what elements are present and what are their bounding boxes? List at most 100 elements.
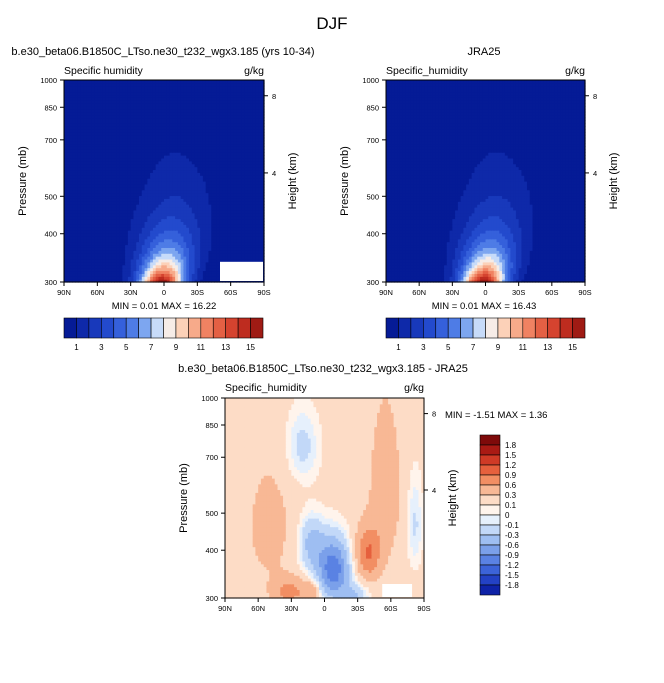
humidity-cell-model — [80, 206, 85, 211]
humidity-cell-model — [225, 155, 229, 159]
humidity-cell-model — [139, 253, 143, 257]
humidity-cell-model — [116, 212, 121, 217]
humidity-cell-model — [83, 264, 87, 269]
humidity-cell-model — [244, 82, 248, 87]
humidity-cell-model — [89, 140, 93, 145]
humidity-cell-model — [158, 241, 162, 246]
humidity-cell-model — [214, 273, 218, 277]
humidity-cell-model — [189, 155, 193, 159]
humidity-cell-model — [69, 166, 73, 171]
humidity-cell-model — [183, 160, 187, 165]
humidity-cell-model — [141, 143, 146, 147]
humidity-cell-model — [258, 253, 262, 257]
humidity-cell-model — [144, 201, 148, 205]
humidity-cell-model — [150, 253, 154, 257]
humidity-cell-model — [219, 152, 223, 156]
humidity-cell-model — [261, 204, 265, 208]
humidity-cell-model — [161, 129, 165, 133]
humidity-cell-model — [150, 97, 154, 101]
humidity-cell-model — [114, 160, 118, 165]
humidity-cell-model — [147, 114, 151, 119]
humidity-cell-model — [127, 261, 132, 266]
humidity-cell-model — [111, 244, 115, 248]
humidity-cell-model — [250, 178, 254, 182]
humidity-cell-model — [219, 189, 223, 194]
humidity-cell-model — [230, 204, 235, 208]
humidity-cell-model — [250, 250, 254, 254]
humidity-cell-model — [177, 94, 182, 98]
humidity-cell-model — [239, 195, 243, 199]
humidity-cell-model — [208, 230, 212, 234]
humidity-cell-model — [177, 157, 182, 162]
humidity-cell-model — [183, 140, 187, 145]
humidity-cell-model — [230, 120, 235, 124]
humidity-cell-model — [252, 224, 257, 228]
humidity-cell-model — [183, 206, 187, 211]
humidity-cell-model — [69, 186, 73, 191]
humidity-cell-model — [208, 215, 212, 220]
humidity-cell-model — [177, 232, 182, 237]
humidity-cell-model — [227, 189, 232, 194]
humidity-cell-model — [91, 256, 96, 260]
humidity-cell-model — [141, 261, 146, 266]
humidity-cell-model — [186, 235, 190, 240]
humidity-cell-model — [175, 117, 179, 121]
humidity-cell-model — [152, 85, 157, 90]
humidity-cell-model — [116, 105, 121, 110]
humidity-cell-model — [97, 105, 101, 110]
humidity-cell-model — [211, 250, 215, 254]
humidity-cell-model — [225, 123, 229, 127]
humidity-cell-model — [186, 183, 190, 188]
humidity-cell-model — [189, 163, 193, 168]
humidity-cell-model — [83, 172, 87, 176]
humidity-cell-model — [205, 215, 210, 220]
humidity-cell-model — [241, 129, 246, 133]
humidity-cell-model — [105, 137, 110, 142]
humidity-cell-model — [250, 163, 254, 168]
humidity-cell-model — [214, 201, 218, 205]
humidity-cell-model — [183, 149, 187, 153]
humidity-cell-model — [219, 85, 223, 90]
humidity-cell-model — [144, 123, 148, 127]
humidity-cell-model — [247, 123, 251, 127]
humidity-cell-model — [114, 140, 118, 145]
humidity-cell-model — [116, 267, 121, 272]
humidity-cell-model — [200, 267, 204, 272]
humidity-cell-model — [77, 273, 82, 277]
humidity-cell-model — [80, 169, 85, 173]
humidity-cell-model — [216, 114, 221, 119]
humidity-cell-model — [202, 227, 207, 231]
humidity-cell-model — [144, 192, 148, 197]
humidity-cell-model — [211, 218, 215, 222]
humidity-cell-model — [186, 137, 190, 142]
humidity-cell-model — [216, 169, 221, 173]
humidity-cell-model — [191, 178, 196, 182]
humidity-cell-model — [244, 117, 248, 121]
humidity-cell-model — [147, 232, 151, 237]
humidity-cell-model — [69, 198, 73, 202]
humidity-cell-model — [255, 195, 260, 199]
humidity-cell-model — [91, 209, 96, 214]
humidity-cell-model — [89, 198, 93, 202]
humidity-cell-model — [236, 186, 240, 191]
humidity-cell-model — [102, 250, 107, 254]
humidity-cell-model — [86, 123, 90, 127]
humidity-cell-model — [127, 155, 132, 159]
humidity-cell-model — [127, 146, 132, 150]
humidity-cell-model — [86, 111, 90, 116]
humidity-cell-model — [105, 166, 110, 171]
humidity-cell-model — [152, 230, 157, 234]
humidity-cell-model — [191, 209, 196, 214]
humidity-cell-model — [244, 227, 248, 231]
humidity-cell-model — [200, 209, 204, 214]
humidity-cell-model — [205, 256, 210, 260]
humidity-cell-model — [194, 155, 198, 159]
humidity-cell-model — [239, 238, 243, 243]
humidity-cell-model — [144, 195, 148, 199]
humidity-cell-model — [211, 206, 215, 211]
humidity-cell-model — [202, 94, 207, 98]
humidity-cell-model — [183, 186, 187, 191]
humidity-cell-model — [202, 169, 207, 173]
humidity-cell-model — [122, 206, 126, 211]
humidity-cell-model — [230, 175, 235, 179]
